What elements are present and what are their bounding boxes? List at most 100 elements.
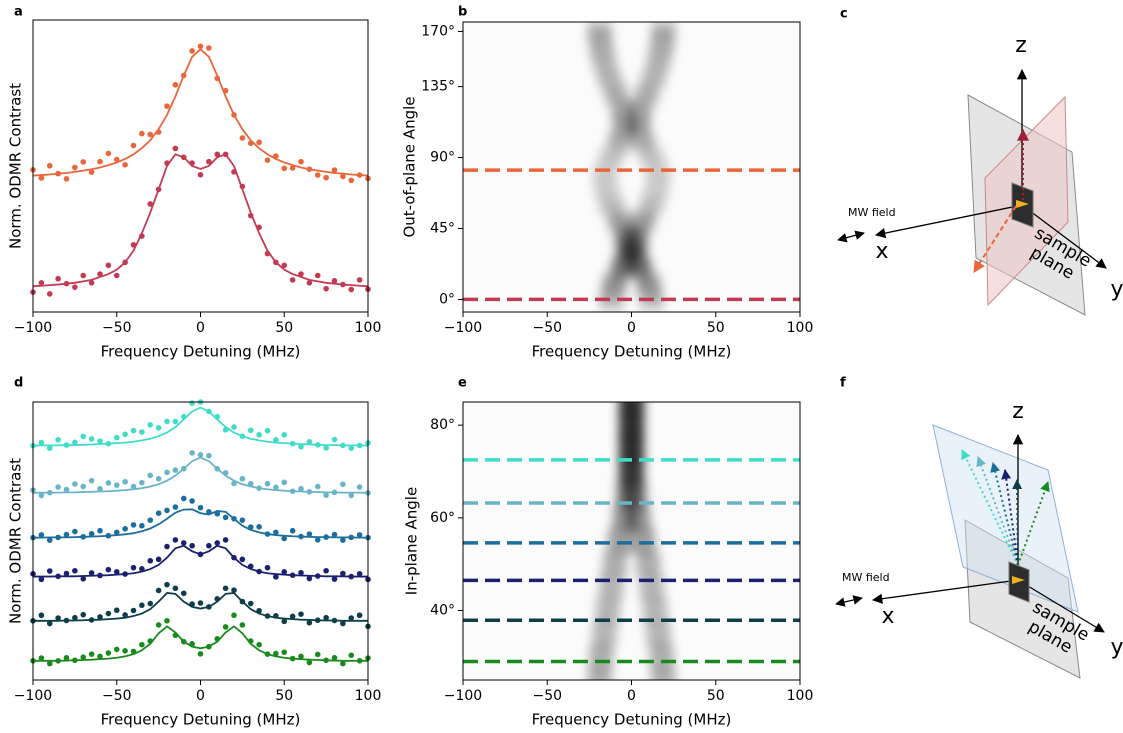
data-point [314, 573, 321, 579]
axis-label: x [881, 604, 894, 629]
x-axis [874, 204, 1023, 239]
data-point [214, 75, 221, 82]
data-point [298, 611, 304, 617]
data-point [231, 169, 237, 175]
x-tick-label: 0 [627, 688, 636, 704]
data-point [281, 432, 288, 438]
heatmap-cell [651, 22, 676, 41]
data-point [130, 607, 137, 614]
data-point [323, 657, 329, 664]
heatmap-cell [621, 402, 645, 415]
chip [1008, 561, 1030, 603]
data-point [281, 649, 288, 655]
data-point [197, 43, 204, 50]
heatmap-cell [631, 132, 656, 151]
data-point [348, 534, 355, 541]
heatmap-cell [607, 132, 632, 151]
x-tick-label: 0 [196, 320, 205, 336]
data-point [122, 259, 128, 266]
data-point [147, 421, 154, 428]
data-point [281, 569, 288, 575]
heatmap-cell [599, 290, 624, 309]
heatmap-cell [643, 597, 667, 624]
data-point [239, 183, 246, 190]
data-point [323, 614, 329, 621]
x-tick-label: −50 [532, 320, 562, 336]
data-point [298, 271, 304, 277]
data-point [306, 619, 313, 626]
heatmap-cell [644, 180, 669, 198]
rotation-plane [932, 424, 1079, 613]
data-point [105, 262, 112, 269]
data-point [323, 174, 329, 181]
data-point [38, 175, 45, 181]
data-point [38, 439, 45, 446]
y-axis-label: In-plane Angle [403, 487, 421, 595]
data-point [172, 537, 179, 543]
chip-mark [1016, 200, 1029, 208]
panel-label: c [840, 7, 848, 22]
y-tick-label: 0° [439, 291, 455, 307]
data-point [55, 484, 61, 490]
heatmap-cell [639, 148, 664, 167]
heatmap-cell [636, 551, 661, 577]
data-point [356, 532, 363, 538]
x-tick-label: −100 [444, 320, 482, 336]
data-point [97, 614, 103, 620]
data-point [122, 525, 128, 532]
data-point [122, 571, 128, 577]
y-axis [1017, 579, 1105, 633]
data-point [239, 598, 246, 605]
data-point [231, 612, 237, 619]
data-point [331, 617, 338, 624]
data-point [298, 533, 304, 540]
data-point [247, 212, 254, 219]
data-point [314, 442, 321, 448]
data-point [289, 572, 296, 578]
data-point [256, 224, 262, 231]
panel: −100 −50 0 50 100 40° 60° 80° Frequency Detuning… [403, 376, 814, 729]
data-point [180, 590, 187, 597]
data-point [314, 651, 321, 658]
data-point [55, 615, 61, 621]
data-point [222, 427, 229, 433]
data-point [122, 431, 128, 438]
data-point [88, 280, 95, 286]
data-point [256, 432, 262, 438]
mw-label: MW field [842, 571, 890, 584]
y-tick-label: 60° [430, 510, 455, 526]
data-point [130, 242, 137, 248]
data-point [130, 483, 137, 490]
data-point [139, 566, 145, 572]
data-point [340, 281, 346, 288]
data-point [63, 280, 70, 287]
data-point [113, 272, 120, 279]
data-point [348, 177, 355, 184]
data-point [247, 563, 254, 570]
heatmap-cell [592, 164, 617, 183]
data-point [172, 504, 179, 510]
data-point [80, 611, 87, 618]
data-point [256, 485, 262, 491]
data-point [289, 527, 296, 534]
heatmap [587, 22, 676, 309]
data-point [164, 507, 170, 514]
data-point [97, 485, 103, 492]
data-point [331, 654, 338, 661]
data-point [38, 612, 45, 619]
data-point [348, 445, 355, 451]
data-point [206, 45, 212, 51]
y-tick-label: 45° [430, 220, 455, 236]
data-point [46, 620, 53, 627]
data-point [273, 574, 279, 580]
data-point [55, 275, 61, 282]
data-point [323, 445, 329, 451]
data-point [130, 142, 137, 149]
heatmap-cell [646, 621, 671, 647]
mw-arrow [835, 595, 863, 607]
data-point [298, 158, 304, 165]
data-point [214, 413, 221, 420]
data-point [222, 87, 229, 94]
data-point [273, 650, 279, 657]
data-point [189, 498, 195, 504]
